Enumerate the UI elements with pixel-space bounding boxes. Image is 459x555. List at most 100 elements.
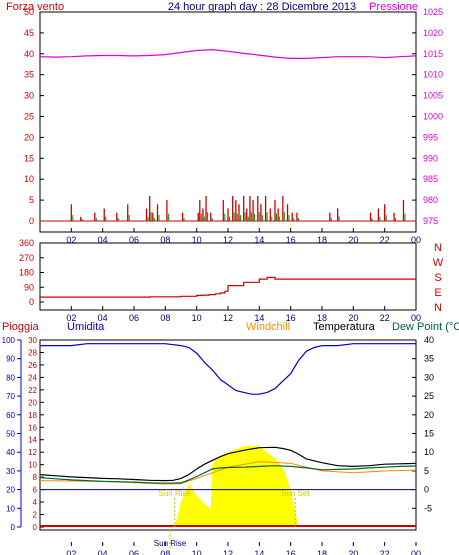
x-tick-label: 00 (411, 235, 421, 245)
y-tick-label-pressure: 1005 (423, 91, 443, 101)
y-tick-label-temp: 20 (424, 410, 434, 420)
legend-windchill: Windchill (246, 321, 290, 333)
y-tick-label-pressure: 1025 (423, 7, 443, 17)
wind-title: Forza vento (6, 1, 64, 13)
y-tick-label-pressure: 985 (423, 174, 438, 184)
x-tick-label: 04 (98, 313, 108, 323)
y-tick-label-pressure: 975 (423, 216, 438, 226)
y-tick-label-humidity: 80 (6, 373, 15, 382)
temperature-line (39, 446, 417, 482)
x-tick-label: 12 (223, 235, 233, 245)
y-tick-label-pressure: 995 (423, 132, 438, 142)
y-tick-label-wind: 5 (29, 195, 34, 205)
x-tick-label: 04 (98, 549, 108, 555)
pressure-title: Pressione (369, 1, 418, 13)
x-tick-label: 00 (411, 549, 421, 555)
x-tick-label: 12 (223, 549, 233, 555)
legend-dewpoint: Dew Point (°C (392, 321, 459, 333)
y-tick-label-wind: 10 (24, 174, 34, 184)
x-tick-label: 08 (160, 549, 170, 555)
x-tick-label: 16 (286, 235, 296, 245)
y-tick-label-wind: 0 (29, 216, 34, 226)
x-tick-label: 18 (317, 549, 327, 555)
x-tick-label: 00 (411, 313, 421, 323)
y-tick-label-temp: 35 (424, 354, 434, 364)
sun-rise-label: Sun Rise (158, 489, 191, 498)
x-tick-label: 18 (317, 313, 327, 323)
x-tick-label: 14 (254, 549, 264, 555)
sun-set-label: Sun Set (281, 489, 310, 498)
x-tick-label: 16 (286, 313, 296, 323)
y-tick-label-wind: 45 (24, 28, 34, 38)
y-tick-label-rain: 12 (28, 448, 37, 457)
y-tick-label-rain: 10 (28, 461, 37, 470)
labels-layer: 0510152025303540455097598098599099510001… (2, 7, 444, 555)
y-tick-label-rain: 24 (28, 373, 37, 382)
y-tick-label-temp: 30 (424, 372, 434, 382)
y-tick-label-temp: 0 (424, 485, 429, 495)
y-tick-label-humidity: 30 (6, 467, 15, 476)
x-tick-label: 02 (66, 313, 76, 323)
x-tick-label: 16 (286, 549, 296, 555)
y-tick-label-pressure: 990 (423, 153, 438, 163)
x-tick-label: 06 (129, 313, 139, 323)
y-tick-label-wind: 15 (24, 153, 34, 163)
y-tick-label-pressure: 1000 (423, 112, 443, 122)
x-tick-label: 20 (348, 549, 358, 555)
direction-line (40, 276, 416, 298)
y-tick-label-direction: 180 (19, 268, 34, 278)
rain-bar (40, 525, 416, 527)
y-tick-label-temp: 40 (424, 335, 434, 345)
series-layer (39, 48, 417, 548)
y-tick-label-humidity: 20 (6, 486, 15, 495)
compass-label: N (434, 302, 442, 314)
y-tick-label-humidity: 40 (6, 448, 15, 457)
y-tick-label-rain: 18 (28, 411, 37, 420)
x-tick-label: 22 (380, 235, 390, 245)
y-tick-label-pressure: 1010 (423, 70, 443, 80)
solar-layer (174, 446, 299, 527)
y-tick-label-pressure: 1015 (423, 49, 443, 59)
y-tick-label-temp: -5 (424, 503, 432, 513)
x-tick-label: 14 (254, 313, 264, 323)
x-tick-label: 10 (192, 235, 202, 245)
y-tick-label-pressure: 1020 (423, 28, 443, 38)
x-tick-label: 10 (192, 549, 202, 555)
y-tick-label-humidity: 70 (6, 392, 15, 401)
x-tick-label: 06 (129, 549, 139, 555)
y-tick-label-wind: 35 (24, 70, 34, 80)
y-tick-label-rain: 6 (33, 486, 38, 495)
x-tick-label: 02 (66, 549, 76, 555)
y-tick-label-temp: 10 (424, 447, 434, 457)
x-tick-label: 22 (380, 313, 390, 323)
legend-temperatura: Temperatura (313, 321, 376, 333)
y-tick-label-rain: 26 (28, 361, 37, 370)
y-tick-label-direction: 90 (24, 282, 34, 292)
pressure-line (39, 48, 417, 59)
y-tick-label-rain: 16 (28, 423, 37, 432)
wind-pressure-panel (39, 11, 417, 233)
y-tick-label-rain: 8 (33, 473, 38, 482)
humidity-line (40, 343, 416, 395)
y-tick-label-humidity: 60 (6, 411, 15, 420)
x-tick-label: 12 (223, 313, 233, 323)
y-tick-label-humidity: 100 (2, 336, 16, 345)
compass-label: E (434, 287, 441, 299)
y-tick-label-temp: 25 (424, 391, 434, 401)
y-tick-label-rain: 0 (33, 523, 38, 532)
y-tick-label-wind: 30 (24, 91, 34, 101)
y-tick-label-temp: 5 (424, 466, 429, 476)
x-tick-label: 20 (348, 313, 358, 323)
compass-label: W (433, 257, 444, 269)
y-tick-label-direction: 360 (19, 238, 34, 248)
y-tick-label-direction: 270 (19, 253, 34, 263)
x-tick-label: 02 (66, 235, 76, 245)
dewpoint-line (39, 465, 417, 484)
direction-panel (39, 242, 417, 311)
x-tick-label: 14 (254, 235, 264, 245)
x-tick-label: 06 (129, 235, 139, 245)
y-tick-label-rain: 14 (28, 436, 37, 445)
y-tick-label-direction: 0 (29, 297, 34, 307)
x-tick-label: 08 (160, 235, 170, 245)
